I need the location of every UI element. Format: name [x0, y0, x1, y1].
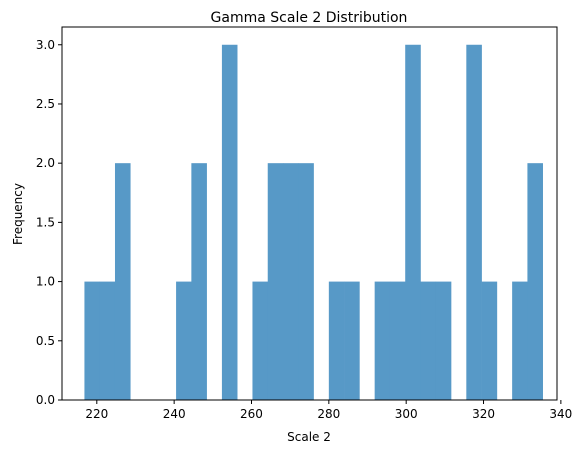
y-tick-label: 0.5: [36, 334, 55, 348]
y-tick-label: 2.5: [36, 97, 55, 111]
y-tick-label: 2.0: [36, 156, 55, 170]
plot-frame: [61, 26, 558, 401]
chart-title: Gamma Scale 2 Distribution: [211, 10, 408, 26]
histogram-bar: [99, 281, 116, 400]
y-tick-label: 3.0: [36, 38, 55, 52]
histogram-bar: [176, 281, 192, 400]
histogram-bar: [344, 281, 360, 400]
y-tick-label: 1.5: [36, 215, 55, 229]
x-axis: 220 240 260 280 300 320 340: [85, 400, 572, 421]
histogram-bar: [114, 163, 131, 400]
x-tick-label: 320: [472, 407, 495, 421]
histogram-bar: [191, 163, 207, 400]
x-tick-label: 220: [85, 407, 108, 421]
histogram-bar: [298, 163, 314, 400]
x-tick-label: 340: [549, 407, 572, 421]
histogram-bar: [252, 281, 269, 400]
histogram-bar: [374, 281, 391, 400]
histogram-bar: [420, 281, 437, 400]
histogram-bar: [435, 281, 452, 400]
histogram-bar: [84, 281, 101, 400]
histogram-bar: [481, 281, 498, 400]
histogram-bar: [267, 163, 284, 400]
x-tick-label: 280: [317, 407, 340, 421]
x-tick-label: 300: [395, 407, 418, 421]
y-axis-label: Frequency: [11, 183, 25, 245]
x-tick-label: 260: [240, 407, 263, 421]
x-axis-label: Scale 2: [287, 430, 331, 444]
histogram-bar: [389, 281, 406, 400]
histogram-bar: [405, 44, 421, 401]
histogram-bar: [466, 44, 482, 401]
x-tick-label: 240: [163, 407, 186, 421]
bars-group: [84, 44, 543, 401]
y-tick-label: 0.0: [36, 393, 55, 407]
histogram-bar: [221, 44, 238, 401]
histogram-bar: [283, 163, 299, 400]
histogram-bar: [328, 281, 345, 400]
y-tick-label: 1.0: [36, 275, 55, 289]
y-axis: 0.0 0.5 1.0 1.5 2.0 2.5 3.0: [36, 38, 62, 407]
histogram-bar: [512, 281, 528, 400]
histogram-bar: [527, 163, 543, 400]
